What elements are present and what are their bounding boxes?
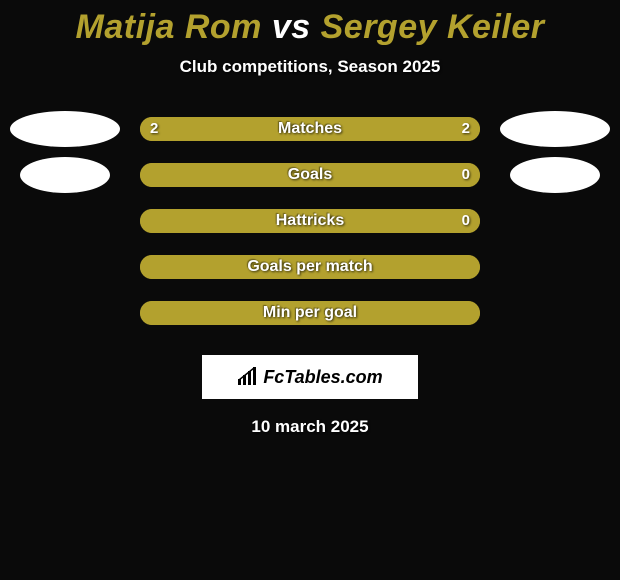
bar-track [140, 117, 480, 141]
bar-left [140, 301, 310, 325]
avatar-left [10, 111, 120, 147]
bar-right [310, 301, 480, 325]
bar-track [140, 255, 480, 279]
date-text: 10 march 2025 [0, 417, 620, 437]
bar-left [140, 209, 310, 233]
bar-right [310, 255, 480, 279]
avatar-right [500, 111, 610, 147]
bar-right [310, 209, 480, 233]
logo-text: FcTables.com [263, 367, 382, 388]
bar-right [310, 117, 480, 141]
stat-row: Matches22 [0, 117, 620, 163]
page-title: Matija Rom vs Sergey Keiler [0, 0, 620, 47]
avatar-left [20, 157, 110, 193]
player2-name: Sergey Keiler [321, 8, 545, 46]
stats-container: Matches22Goals0Hattricks0Goals per match… [0, 117, 620, 347]
avatar-right [510, 157, 600, 193]
bar-track [140, 163, 480, 187]
chart-icon [237, 367, 259, 387]
stat-row: Goals0 [0, 163, 620, 209]
logo-box[interactable]: FcTables.com [202, 355, 418, 399]
bar-left [140, 163, 310, 187]
subtitle: Club competitions, Season 2025 [0, 57, 620, 77]
bar-left [140, 117, 310, 141]
bar-left [140, 255, 310, 279]
bar-track [140, 301, 480, 325]
bar-right [310, 163, 480, 187]
player1-name: Matija Rom [76, 8, 262, 46]
stat-row: Min per goal [0, 301, 620, 347]
vs-text: vs [272, 8, 311, 46]
stat-row: Hattricks0 [0, 209, 620, 255]
stat-row: Goals per match [0, 255, 620, 301]
bar-track [140, 209, 480, 233]
